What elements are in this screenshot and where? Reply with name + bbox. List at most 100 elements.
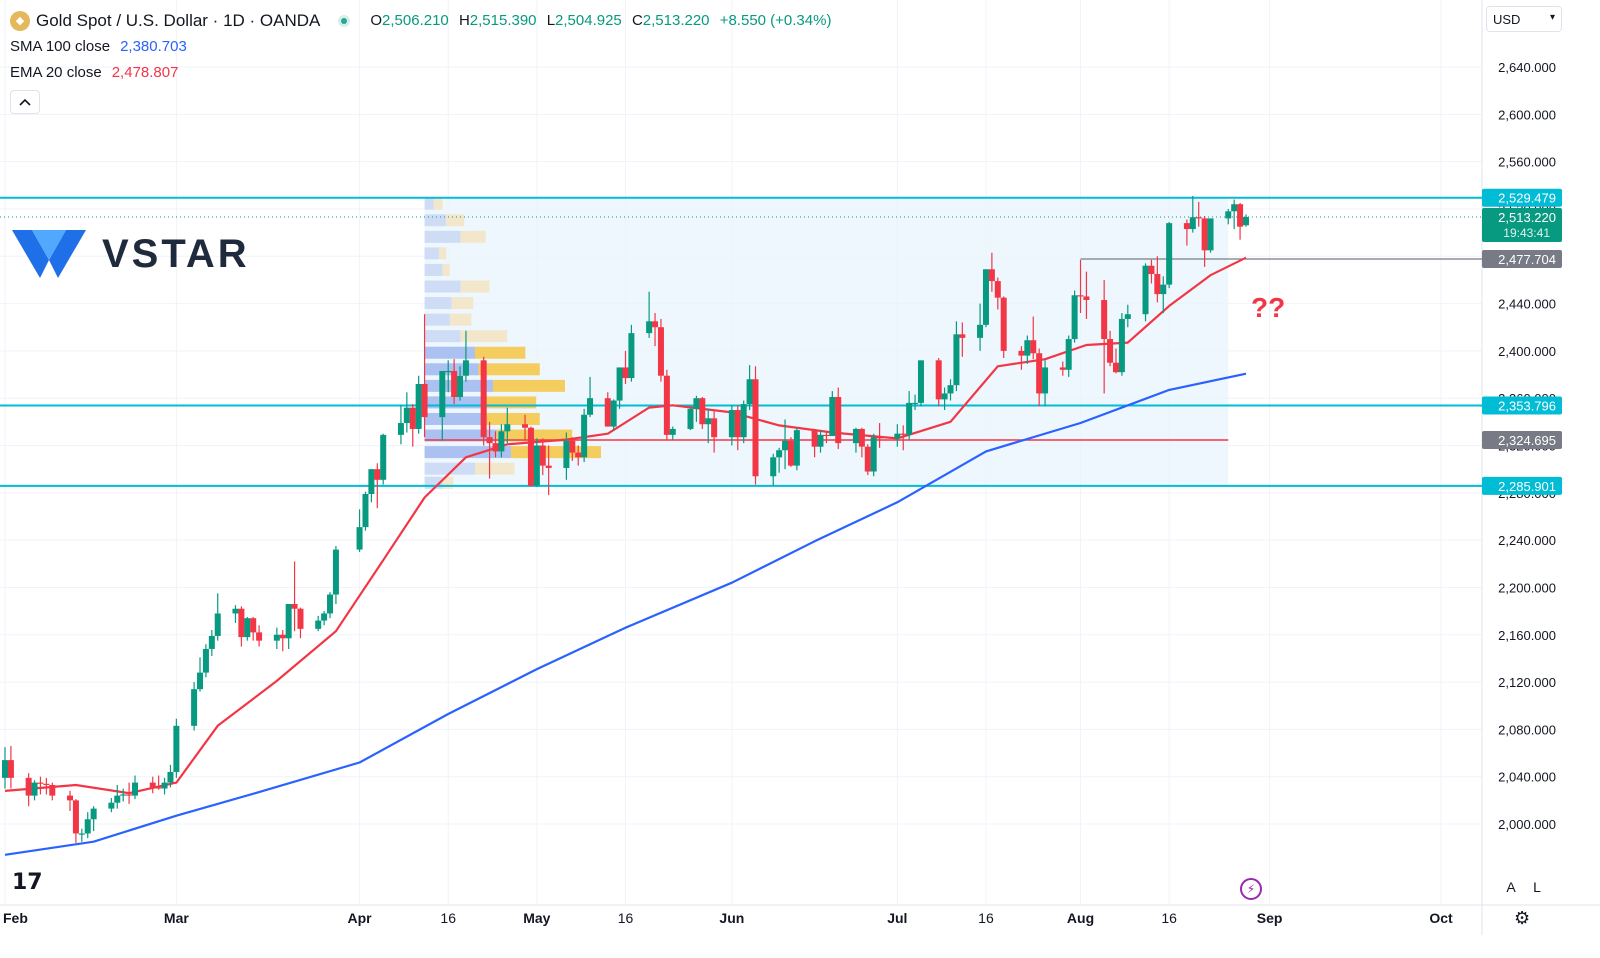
candle-body	[504, 424, 511, 432]
candle-body	[1225, 211, 1232, 219]
candle-body	[126, 794, 133, 796]
candle-body	[356, 527, 363, 550]
close-key: C	[631, 12, 643, 29]
candle-body	[811, 430, 818, 447]
candle-body	[108, 802, 115, 809]
candle-body	[1195, 217, 1202, 219]
volume-profile-down-bar	[510, 446, 601, 459]
candle-body	[858, 428, 865, 447]
candle-body	[415, 383, 422, 429]
y-tick-label: 2,040.000	[1498, 770, 1556, 785]
candle-body	[752, 379, 759, 477]
candle-body	[457, 375, 464, 398]
y-tick-label: 2,640.000	[1498, 60, 1556, 75]
candle-body	[1071, 295, 1078, 340]
market-status-icon[interactable]	[338, 15, 351, 27]
candle-body	[1024, 340, 1031, 356]
volume-profile-up-bar	[424, 346, 475, 359]
candle-body	[569, 440, 576, 453]
candle-body	[114, 795, 121, 803]
candle-body	[49, 784, 56, 796]
volume-profile-down-bar	[438, 247, 447, 260]
x-tick-label: May	[523, 910, 550, 926]
candle-body	[563, 440, 570, 468]
candle-body	[1112, 362, 1119, 373]
lightning-icon[interactable]: ⚡	[1240, 878, 1262, 900]
candle-body	[462, 360, 469, 376]
tradingview-logo[interactable]: 17	[12, 870, 43, 895]
candle-body	[1207, 218, 1214, 251]
candle-body	[1154, 273, 1161, 295]
candle-body	[90, 808, 97, 820]
candle-body	[533, 445, 540, 486]
candle-body	[208, 635, 215, 649]
candle-body	[1118, 318, 1125, 373]
candle-body	[1107, 339, 1114, 363]
y-tick-label: 2,600.000	[1498, 107, 1556, 122]
candle-body	[67, 795, 74, 801]
candle-body	[575, 452, 582, 458]
candle-body	[787, 440, 794, 466]
candle-body	[894, 433, 901, 439]
candle-body	[421, 383, 428, 418]
candle-body	[770, 457, 777, 477]
price-tag-countdown: 19:43:41	[1503, 226, 1550, 240]
candle-body	[1059, 367, 1066, 370]
ema-name: EMA 20 close	[10, 64, 102, 81]
collapse-legend-button[interactable]	[10, 90, 40, 114]
volume-profile-up-bar	[424, 280, 461, 293]
candle-body	[817, 434, 824, 447]
chevron-down-icon: ▾	[1549, 12, 1555, 23]
sma-100-line	[4, 372, 1247, 856]
candle-body	[1201, 218, 1208, 251]
currency-select[interactable]: USD ▾	[1486, 6, 1562, 32]
candle-body	[740, 404, 747, 438]
candle-body	[31, 782, 38, 796]
price-tag-label: 2,513.220	[1498, 210, 1556, 225]
candle-body	[864, 446, 871, 472]
volume-profile-down-bar	[433, 197, 443, 210]
question-annotation: ??	[1251, 292, 1286, 323]
ema-value: 2,478.807	[111, 64, 179, 81]
candle-body	[1101, 300, 1108, 340]
candle-body	[191, 689, 198, 726]
volume-profile-up-bar	[424, 412, 486, 425]
candle-body	[657, 327, 664, 376]
volume-profile-down-bar	[449, 313, 472, 326]
gear-icon[interactable]: ⚙	[1514, 908, 1531, 928]
candle-body	[527, 427, 534, 486]
volume-profile-down-bar	[442, 476, 454, 489]
candle-body	[835, 397, 842, 444]
volume-profile-down-bar	[460, 330, 508, 343]
y-tick-label: 2,000.000	[1498, 817, 1556, 832]
candle-body	[1231, 204, 1238, 212]
symbol-row: ◆ Gold Spot / U.S. Dollar · 1D · OANDA O…	[10, 8, 831, 34]
volume-profile-up-bar	[424, 263, 443, 276]
candle-body	[321, 613, 328, 621]
price-tag-bg	[1482, 476, 1562, 495]
time-axis[interactable]: Feb Mar Apr 16 May 16 Jun Jul 16 Aug 16 Sep Oct	[3, 910, 1453, 926]
candle-body	[197, 672, 204, 690]
candle-body	[628, 333, 635, 379]
candle-body	[155, 787, 162, 789]
candle-body	[900, 433, 907, 435]
candle-body	[734, 410, 741, 438]
sma-legend[interactable]: SMA 100 close 2,380.703	[10, 34, 831, 60]
gold-symbol-icon[interactable]: ◆	[10, 11, 30, 31]
moving-averages	[4, 256, 1247, 856]
ema-legend[interactable]: EMA 20 close 2,478.807	[10, 60, 831, 86]
candle-body	[545, 465, 552, 468]
close-value: 2,513.220	[642, 12, 710, 29]
volume-profile-down-bar	[460, 280, 490, 293]
candle-body	[829, 397, 836, 437]
auto-scale-button[interactable]: A	[1506, 879, 1516, 895]
candle-body	[72, 800, 79, 834]
log-scale-button[interactable]: L	[1533, 879, 1541, 895]
candle-body	[362, 493, 369, 528]
candle-body	[687, 408, 694, 429]
candle-body	[581, 414, 588, 458]
candle-body	[480, 360, 487, 438]
symbol-title[interactable]: Gold Spot / U.S. Dollar · 1D · OANDA	[36, 11, 321, 30]
candle-body	[1077, 295, 1084, 297]
